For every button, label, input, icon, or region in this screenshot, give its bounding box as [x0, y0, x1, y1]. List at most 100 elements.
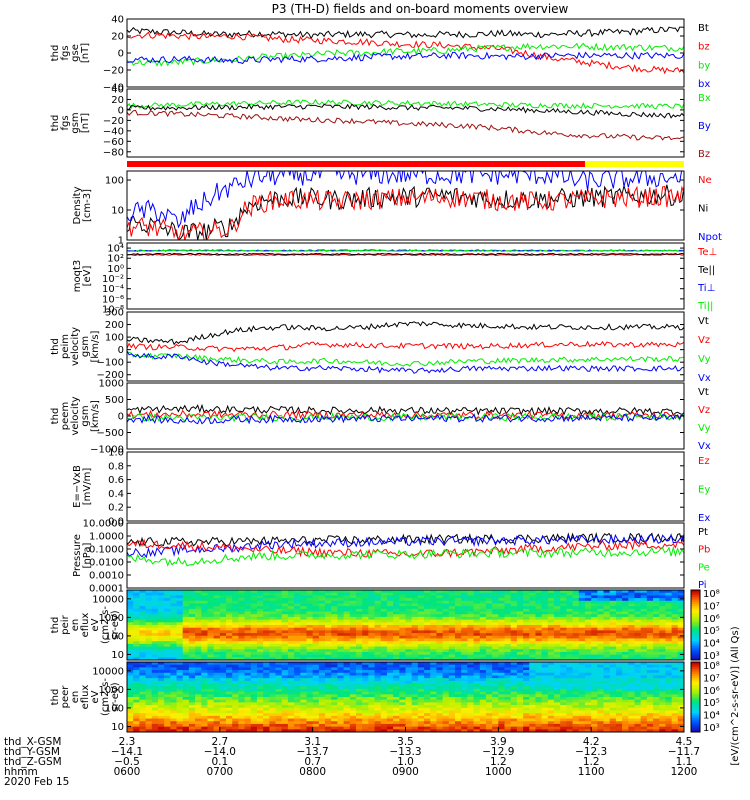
heatmap-cell	[485, 699, 493, 703]
heatmap-cell	[312, 726, 320, 730]
heatmap-cell	[318, 675, 326, 679]
heatmap-cell	[448, 705, 456, 709]
heatmap-cell	[473, 616, 481, 621]
heatmap-cell	[362, 643, 369, 647]
heatmap-cell	[498, 705, 505, 709]
heatmap-cell	[226, 678, 233, 682]
heatmap-cell	[628, 651, 635, 656]
heatmap-cell	[386, 611, 394, 615]
heatmap-cell	[640, 603, 648, 607]
heatmap-cell	[164, 683, 171, 687]
heatmap-cell	[207, 643, 215, 647]
heatmap-cell	[547, 635, 555, 639]
heatmap-cell	[615, 627, 623, 631]
heatmap-cell	[603, 713, 611, 717]
heatmap-cell	[597, 670, 604, 674]
heatmap-cell	[337, 616, 345, 621]
heatmap-cell	[331, 630, 338, 634]
heatmap-cell	[275, 595, 283, 599]
heatmap-cell	[275, 616, 283, 621]
heatmap-cell	[331, 608, 338, 612]
heatmap-cell	[226, 590, 233, 594]
heatmap-cell	[455, 694, 462, 698]
heatmap-cell	[492, 641, 499, 645]
heatmap-cell	[139, 606, 146, 610]
heatmap-cell	[572, 699, 580, 703]
heatmap-cell	[300, 710, 307, 714]
heatmap-cell	[281, 622, 289, 626]
heatmap-cell	[294, 726, 301, 730]
heatmap-cell	[615, 697, 623, 701]
heatmap-cell	[349, 721, 357, 725]
heatmap-cell	[504, 662, 512, 666]
heatmap-cell	[127, 710, 134, 714]
heatmap-cell	[195, 600, 202, 604]
heatmap-cell	[127, 664, 134, 668]
heatmap-cell	[127, 680, 134, 684]
heatmap-cell	[653, 680, 660, 684]
heatmap-cell	[584, 646, 592, 650]
heatmap-cell	[170, 699, 177, 703]
heatmap-cell	[201, 672, 208, 676]
heatmap-cell	[510, 686, 518, 690]
heatmap-cell	[411, 729, 419, 733]
heatmap-cell	[201, 603, 208, 607]
heatmap-cell	[411, 664, 419, 668]
heatmap-cell	[584, 600, 592, 604]
heatmap-cell	[256, 614, 264, 618]
y-tick-label: 200	[105, 320, 124, 331]
heatmap-cell	[263, 649, 270, 653]
heatmap-cell	[275, 726, 283, 730]
heatmap-cell	[622, 600, 629, 604]
heatmap-cell	[405, 705, 413, 709]
heatmap-cell	[294, 723, 301, 728]
heatmap-cell	[256, 649, 264, 653]
heatmap-cell	[157, 699, 165, 703]
heatmap-cell	[256, 619, 264, 623]
heatmap-cell	[151, 622, 159, 626]
heatmap-cell	[436, 643, 444, 647]
heatmap-cell	[430, 718, 437, 722]
heatmap-cell	[176, 595, 184, 599]
heatmap-cell	[275, 641, 283, 645]
heatmap-cell	[201, 592, 208, 596]
heatmap-cell	[646, 606, 654, 610]
panel-frame	[126, 311, 685, 382]
heatmap-cell	[207, 646, 215, 650]
heatmap-cell	[628, 702, 635, 706]
heatmap-cell	[442, 603, 450, 607]
heatmap-cell	[615, 670, 623, 674]
heatmap-cell	[541, 675, 549, 679]
heatmap-cell	[405, 590, 413, 594]
heatmap-cell	[368, 702, 375, 706]
y-axis-label-line: (cm2-s-	[100, 606, 111, 644]
heatmap-cell	[151, 651, 159, 656]
heatmap-cell	[566, 595, 573, 599]
heatmap-cell	[467, 606, 474, 610]
heatmap-cell	[541, 688, 549, 693]
y-tick-label: 100	[105, 176, 124, 187]
heatmap-cell	[529, 627, 536, 631]
heatmap-cell	[523, 641, 530, 645]
heatmap-cell	[188, 649, 196, 653]
heatmap-cell	[219, 718, 227, 722]
heatmap-cell	[584, 595, 592, 599]
heatmap-cell	[473, 723, 481, 728]
heatmap-cell	[634, 715, 642, 719]
heatmap-cell	[405, 667, 413, 671]
heatmap-cell	[250, 606, 258, 610]
heatmap-cell	[250, 630, 258, 634]
heatmap-cell	[411, 654, 419, 658]
heatmap-cell	[646, 721, 654, 725]
heatmap-cell	[430, 680, 437, 684]
heatmap-cell	[145, 592, 153, 596]
y-tick-label: 10⁴	[107, 244, 124, 255]
heatmap-cell	[157, 603, 165, 607]
heatmap-cell	[399, 688, 406, 693]
heatmap-cell	[646, 619, 654, 623]
heatmap-cell	[207, 686, 215, 690]
heatmap-cell	[442, 726, 450, 730]
heatmap-cell	[584, 654, 592, 658]
heatmap-cell	[405, 683, 413, 687]
heatmap-cell	[145, 630, 153, 634]
